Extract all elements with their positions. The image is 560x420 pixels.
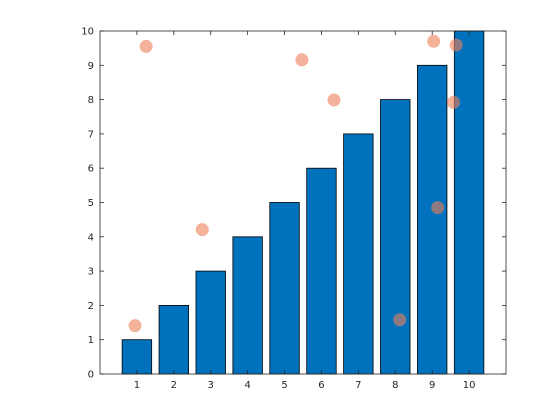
bar-3 bbox=[195, 270, 226, 375]
bar-2 bbox=[158, 304, 189, 375]
x-tick-label-6: 6 bbox=[318, 380, 324, 391]
y-tick-label-6: 6 bbox=[88, 164, 94, 175]
x-tick-label-1: 1 bbox=[134, 380, 140, 391]
x-tick-label-5: 5 bbox=[281, 380, 287, 391]
scatter-point-10 bbox=[449, 38, 463, 52]
bar-1 bbox=[121, 339, 153, 375]
scatter-point-1 bbox=[139, 39, 153, 53]
y-tick-label-2: 2 bbox=[88, 301, 94, 312]
y-tick-label-3: 3 bbox=[88, 267, 94, 278]
bar-8 bbox=[380, 99, 411, 375]
bar-7 bbox=[343, 133, 374, 375]
bar-series bbox=[121, 30, 485, 375]
bar-10 bbox=[453, 30, 485, 375]
x-tick-label-3: 3 bbox=[208, 380, 214, 391]
scatter-point-7 bbox=[427, 34, 441, 48]
scatter-point-5 bbox=[327, 93, 341, 107]
scatter-point-4 bbox=[295, 53, 309, 67]
scatter-point-3 bbox=[195, 223, 209, 237]
y-tick-label-4: 4 bbox=[88, 232, 94, 243]
scatter-point-9 bbox=[447, 95, 461, 109]
y-tick-label-7: 7 bbox=[88, 129, 94, 140]
bar-6 bbox=[306, 167, 337, 375]
y-tick-label-5: 5 bbox=[88, 198, 94, 209]
y-tick-label-0: 0 bbox=[88, 370, 94, 381]
bar-4 bbox=[232, 236, 263, 375]
bar-9 bbox=[417, 64, 448, 375]
y-axis-ticks: 0 1 2 3 4 5 6 7 8 9 10 bbox=[81, 27, 506, 381]
x-tick-label-2: 2 bbox=[171, 380, 177, 391]
scatter-series bbox=[128, 34, 463, 333]
y-tick-label-10: 10 bbox=[81, 27, 94, 38]
y-tick-label-1: 1 bbox=[88, 335, 94, 346]
scatter-point-6 bbox=[393, 313, 407, 327]
x-tick-label-8: 8 bbox=[392, 380, 398, 391]
x-tick-label-4: 4 bbox=[244, 380, 250, 391]
bar-5 bbox=[269, 202, 300, 375]
x-axis-ticks: 1 2 3 4 5 6 7 8 9 10 bbox=[134, 31, 476, 391]
x-tick-label-9: 9 bbox=[429, 380, 435, 391]
x-tick-label-7: 7 bbox=[355, 380, 361, 391]
y-tick-label-8: 8 bbox=[88, 95, 94, 106]
y-tick-label-9: 9 bbox=[88, 61, 94, 72]
x-tick-label-10: 10 bbox=[463, 380, 476, 391]
scatter-point-2 bbox=[128, 319, 142, 333]
scatter-point-8 bbox=[431, 201, 445, 215]
